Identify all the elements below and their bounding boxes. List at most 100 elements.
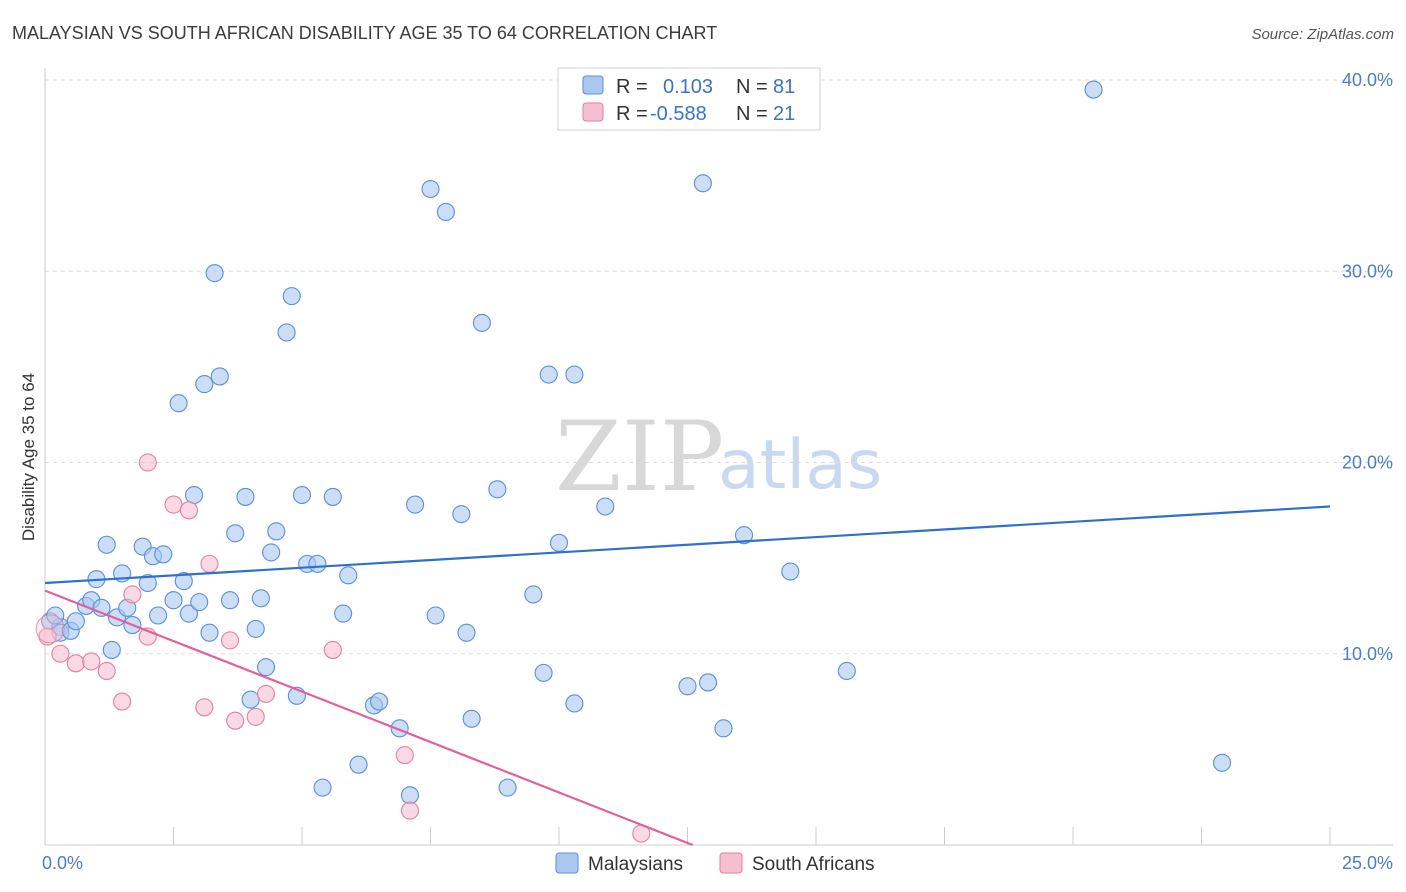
legend-swatch-south-africans [582,102,604,122]
watermark-zip: ZIP [555,401,724,513]
malaysians-point-4 [66,612,85,631]
chart-source: Source: ZipAtlas.com [1251,26,1394,43]
malaysians-point-59 [457,623,476,642]
malaysians-point-62 [488,480,507,499]
malaysians-point-72 [693,174,712,193]
malaysians-point-28 [205,264,224,283]
south-africans-point-18 [395,746,414,765]
bottom-legend-swatch-south-africans [719,852,743,874]
malaysians-point-18 [149,606,168,625]
south-africans-point-2 [66,654,85,673]
legend-r-label-2: R = [616,103,648,125]
malaysians-point-19 [154,545,173,564]
y-tick-label-30: 30.0% [1342,261,1393,281]
legend-n-label-1: N = [736,76,768,98]
malaysians-point-48 [339,566,358,585]
watermark-atlas: atlas [718,426,882,505]
malaysians-point-71 [678,677,697,696]
malaysians-point-34 [246,619,265,638]
legend-r-value-2: -0.588 [650,103,707,125]
legend-swatch-malaysians [582,75,604,95]
south-africans-point-11 [195,698,214,717]
bottom-legend-swatch-malaysians [555,852,579,874]
y-tick-labels: 10.0% 20.0% 30.0% 40.0% [1342,70,1393,664]
south-africans-point-3 [82,652,101,671]
malaysians-point-78 [1084,80,1103,99]
axes [44,68,1393,846]
y-tick-label-20: 20.0% [1342,453,1393,473]
south-africans-point-4 [97,661,116,681]
malaysians-point-67 [549,533,569,552]
malaysians-point-36 [256,658,276,677]
south-africans-point-10 [179,501,198,520]
malaysians-point-64 [524,585,543,604]
malaysians-point-47 [334,604,353,623]
malaysians-point-22 [174,572,193,591]
malaysians-point-25 [190,593,209,612]
malaysians-point-16 [138,573,157,593]
malaysians-point-58 [452,505,471,524]
south-africans-point-14 [226,711,245,730]
malaysians-point-30 [220,591,240,610]
south-africans-point-9 [164,495,183,514]
malaysians-point-24 [185,485,204,505]
malaysians-point-27 [200,623,219,642]
south-africans-point-13 [220,631,240,650]
malaysians-point-75 [734,526,754,545]
malaysians-point-79 [1213,753,1232,772]
malaysians-point-33 [241,690,260,709]
legend-n-value-1: 81 [773,76,795,98]
watermark: ZIP atlas [555,401,882,513]
malaysians-point-77 [837,661,856,681]
y-tick-label-10: 10.0% [1342,644,1393,664]
malaysians-point-56 [426,606,445,625]
malaysians-point-70 [596,497,615,516]
malaysians-point-69 [565,365,584,384]
malaysians-point-60 [462,709,481,728]
south-africans-trend-line [44,589,694,847]
bottom-legend-label-malaysians: Malaysians [588,854,683,875]
malaysians-point-63 [498,778,517,797]
x-tick-label-max: 25.0% [1342,853,1393,873]
malaysians-point-45 [313,778,332,797]
malaysians-point-65 [534,663,553,682]
malaysians-point-76 [781,562,800,581]
malaysians-point-32 [236,487,255,506]
malaysians-point-46 [323,487,342,506]
chart-title: MALAYSIAN VS SOUTH AFRICAN DISABILITY AG… [12,23,717,43]
south-africans-point-cluster [35,614,65,644]
malaysians-point-68 [565,694,584,713]
malaysians-trend-line [44,505,1331,585]
malaysians-point-42 [292,485,312,505]
south-africans-point-15 [246,707,265,726]
bottom-legend: Malaysians South Africans [555,852,875,875]
bottom-legend-label-south-africans: South Africans [752,854,875,875]
malaysians-point-38 [267,522,286,541]
malaysians-point-21 [169,394,188,413]
x-tick-label-min: 0.0% [42,853,83,873]
legend-r-value-1: 0.103 [663,76,713,98]
y-tick-label-40: 40.0% [1342,70,1393,90]
gridlines [45,79,1393,655]
malaysians-point-55 [421,179,440,199]
y-axis-label: Disability Age 35 to 64 [19,373,38,541]
legend-r-label-1: R = [616,76,648,98]
malaysians-point-74 [714,719,733,738]
malaysians-point-39 [277,323,296,342]
malaysians-point-61 [472,313,491,332]
malaysians-point-57 [436,202,455,222]
series-south-africans-points [35,453,651,843]
series-malaysians-points [41,80,1232,805]
legend: R = 0.103 N = 81 R = -0.588 N = 21 [557,67,821,131]
malaysians-point-20 [164,591,183,610]
malaysians-point-37 [262,543,281,562]
malaysians-point-29 [210,367,229,386]
malaysians-point-53 [400,786,419,805]
malaysians-point-66 [539,365,558,384]
malaysians-point-51 [370,692,389,711]
legend-n-value-2: 21 [773,103,795,125]
malaysians-point-9 [97,535,116,554]
malaysians-point-31 [226,524,245,543]
trend-lines [44,505,1331,847]
south-africans-point-8 [138,453,157,472]
